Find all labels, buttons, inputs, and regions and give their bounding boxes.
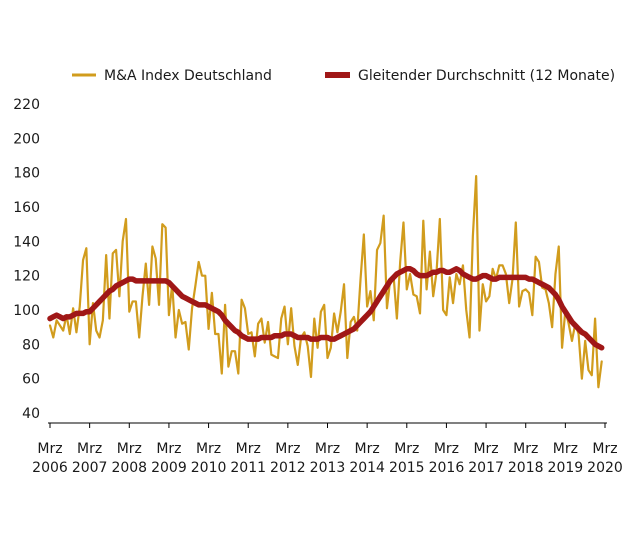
x-tick-label-month: Mrz — [196, 441, 221, 457]
x-tick-label-month: Mrz — [355, 441, 380, 457]
legend: M&A Index Deutschland Gleitender Durchsc… — [72, 68, 615, 84]
y-tick-label: 200 — [13, 131, 40, 147]
x-tick-label-year: 2018 — [508, 460, 544, 476]
x-tick-label-month: Mrz — [553, 441, 578, 457]
legend-label-ma-index: M&A Index Deutschland — [104, 68, 272, 84]
x-tick-label-month: Mrz — [77, 441, 102, 457]
x-tick-label-month: Mrz — [434, 441, 459, 457]
x-tick-label-year: 2015 — [389, 460, 425, 476]
x-tick-label-year: 2007 — [72, 460, 108, 476]
x-tick-label-month: Mrz — [117, 441, 142, 457]
y-tick-label: 160 — [13, 200, 40, 216]
x-tick-label-month: Mrz — [275, 441, 300, 457]
plot-area — [47, 175, 605, 389]
y-tick-label: 40 — [22, 406, 40, 422]
x-tick-label-year: 2011 — [230, 460, 266, 476]
series-line-moving-average — [47, 266, 605, 351]
x-tick-label-year: 2012 — [270, 460, 306, 476]
x-axis: Mrz 2006 Mrz 2007 Mrz 2008 Mrz 2009 Mrz 2010 Mrz 20… — [32, 422, 623, 476]
y-axis: 40 60 80 100 120 140 160 180 200 220 — [13, 97, 40, 422]
x-tick-label-month: Mrz — [315, 441, 340, 457]
x-tick-label-year: 2013 — [310, 460, 346, 476]
x-tick-label-month: Mrz — [236, 441, 261, 457]
x-tick-label-year: 2008 — [111, 460, 147, 476]
x-tick-label-year: 2016 — [429, 460, 465, 476]
x-tick-label-year: 2020 — [587, 460, 623, 476]
x-tick-label-year: 2006 — [32, 460, 68, 476]
y-tick-label: 220 — [13, 97, 40, 113]
y-tick-label: 180 — [13, 166, 40, 182]
y-tick-label: 80 — [22, 337, 40, 353]
y-tick-label: 100 — [13, 303, 40, 319]
x-tick-label-year: 2017 — [468, 460, 504, 476]
x-tick-label-year: 2010 — [191, 460, 227, 476]
x-tick-label-year: 2019 — [548, 460, 584, 476]
series-line-ma-index — [48, 175, 603, 389]
x-tick-label-month: Mrz — [156, 441, 181, 457]
x-tick-label-month: Mrz — [592, 441, 617, 457]
x-tick-label-month: Mrz — [473, 441, 498, 457]
y-tick-label: 120 — [13, 269, 40, 285]
legend-label-moving-average: Gleitender Durchschnitt (12 Monate) — [358, 68, 615, 84]
x-tick-label-month: Mrz — [394, 441, 419, 457]
x-tick-label-year: 2009 — [151, 460, 187, 476]
x-tick-label-month: Mrz — [37, 441, 62, 457]
y-tick-label: 140 — [13, 234, 40, 250]
x-tick-label-year: 2014 — [349, 460, 385, 476]
x-tick-label-month: Mrz — [513, 441, 538, 457]
y-tick-label: 60 — [22, 372, 40, 388]
